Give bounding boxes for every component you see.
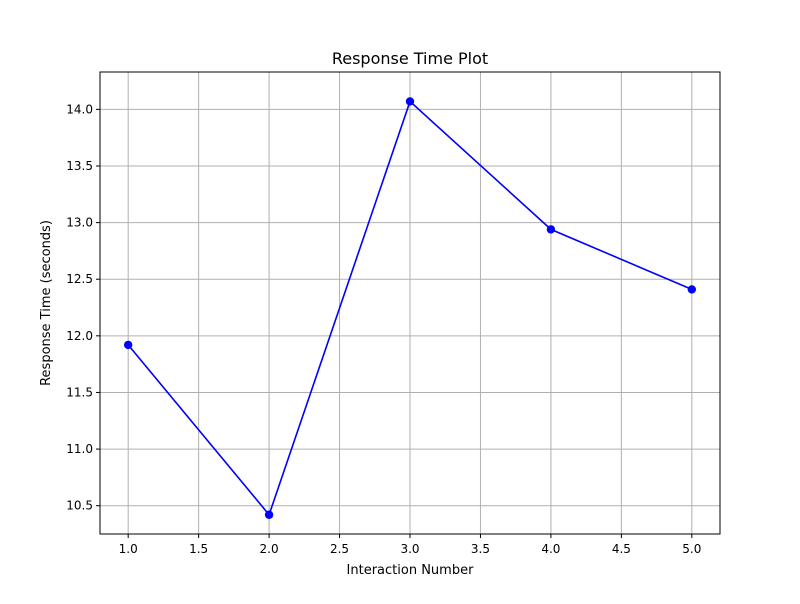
data-point xyxy=(687,285,697,294)
data-point xyxy=(123,340,133,350)
y-tick-label: 12.0 xyxy=(66,329,93,343)
y-tick-label: 12.5 xyxy=(66,272,93,286)
data-point xyxy=(546,225,556,234)
x-tick-label: 3.5 xyxy=(471,542,490,556)
x-axis-label: Interaction Number xyxy=(347,563,475,578)
y-tick-label: 14.0 xyxy=(66,102,93,116)
x-tick-label: 5.0 xyxy=(682,542,701,556)
x-tick-label: 1.5 xyxy=(189,542,208,556)
y-tick-label: 11.0 xyxy=(66,442,93,456)
chart-title: Response Time Plot xyxy=(332,49,488,68)
y-tick-label: 11.5 xyxy=(66,385,93,399)
x-tick-label: 3.0 xyxy=(400,542,419,556)
grid-lines xyxy=(100,72,720,534)
y-axis-label: Response Time (seconds) xyxy=(39,220,54,386)
x-tick-label: 4.5 xyxy=(612,542,631,556)
data-series xyxy=(123,97,697,519)
axis-ticks: 1.0 1.5 2.0 2.5 3.0 3.5 4.0 4.5 5.0 10.5 11.0 11.5 1… xyxy=(66,102,701,556)
x-tick-label: 2.5 xyxy=(330,542,349,556)
y-tick-label: 13.5 xyxy=(66,159,93,173)
y-tick-label: 10.5 xyxy=(66,499,93,513)
plot-frame xyxy=(99,71,721,535)
x-tick-label: 4.0 xyxy=(541,542,560,556)
x-tick-label: 1.0 xyxy=(119,542,138,556)
data-point xyxy=(264,510,274,519)
x-tick-label: 2.0 xyxy=(260,542,279,556)
y-tick-label: 13.0 xyxy=(66,216,93,230)
data-point xyxy=(405,97,415,106)
